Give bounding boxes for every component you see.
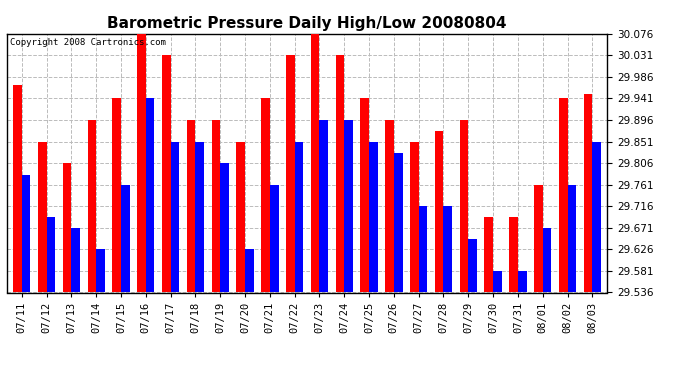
Bar: [71, 228, 80, 292]
Bar: [137, 34, 146, 292]
Bar: [592, 141, 601, 292]
Bar: [435, 131, 444, 292]
Bar: [162, 55, 170, 292]
Bar: [493, 271, 502, 292]
Bar: [220, 163, 229, 292]
Bar: [187, 120, 195, 292]
Bar: [509, 217, 518, 292]
Bar: [584, 94, 592, 292]
Bar: [369, 141, 377, 292]
Bar: [385, 120, 394, 292]
Bar: [444, 206, 452, 292]
Bar: [261, 98, 270, 292]
Bar: [360, 98, 369, 292]
Bar: [469, 239, 477, 292]
Bar: [245, 249, 254, 292]
Bar: [534, 184, 543, 292]
Bar: [567, 184, 576, 292]
Bar: [484, 217, 493, 292]
Bar: [518, 271, 526, 292]
Bar: [212, 120, 220, 292]
Text: Copyright 2008 Cartronics.com: Copyright 2008 Cartronics.com: [10, 38, 166, 46]
Bar: [335, 55, 344, 292]
Bar: [410, 141, 419, 292]
Bar: [543, 228, 551, 292]
Bar: [559, 98, 567, 292]
Bar: [237, 141, 245, 292]
Bar: [47, 217, 55, 292]
Bar: [170, 141, 179, 292]
Bar: [286, 55, 295, 292]
Bar: [310, 34, 319, 292]
Bar: [38, 141, 47, 292]
Bar: [146, 98, 155, 292]
Bar: [344, 120, 353, 292]
Bar: [270, 184, 279, 292]
Bar: [419, 206, 427, 292]
Bar: [121, 184, 130, 292]
Bar: [96, 249, 105, 292]
Bar: [460, 120, 469, 292]
Bar: [195, 141, 204, 292]
Bar: [394, 153, 402, 292]
Bar: [319, 120, 328, 292]
Bar: [88, 120, 96, 292]
Bar: [13, 84, 22, 292]
Title: Barometric Pressure Daily High/Low 20080804: Barometric Pressure Daily High/Low 20080…: [108, 16, 506, 31]
Bar: [22, 175, 30, 292]
Bar: [63, 163, 71, 292]
Bar: [295, 141, 304, 292]
Bar: [112, 98, 121, 292]
